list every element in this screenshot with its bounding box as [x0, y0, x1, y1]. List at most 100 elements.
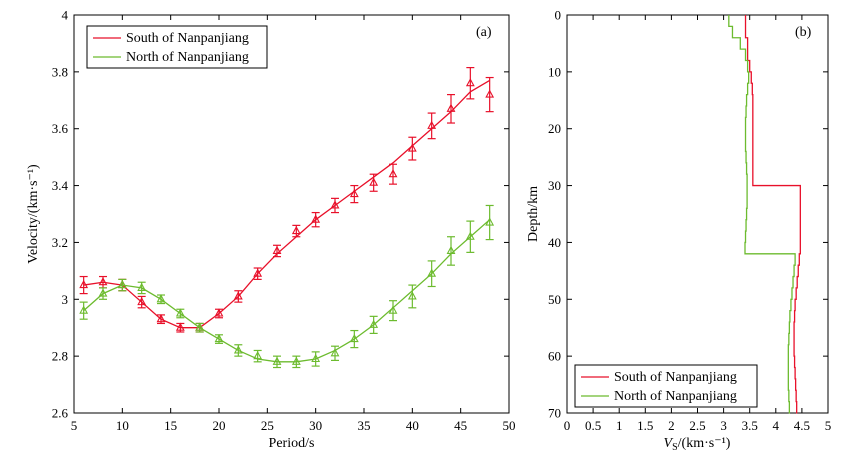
chart-a-south-marker [253, 268, 263, 277]
chart-a-north-point [330, 345, 340, 362]
chart-b-north-profile [728, 15, 796, 414]
chart-b-legend: South of Nanpanjiang North of Nanpanjian… [574, 364, 758, 408]
chart-a-south-marker [427, 120, 437, 129]
chart-a-north-marker [311, 353, 321, 363]
chart-a-north-marker [272, 356, 282, 365]
chart-a-south-marker [446, 103, 456, 112]
chart-b-data [728, 15, 801, 414]
chart-a-south-marker [175, 322, 185, 331]
chart-a-x-ticks: 5 10 15 20 25 30 35 40 45 50 [71, 15, 516, 433]
chart-a-south-point [427, 112, 437, 140]
chart-b-legend-south-label: South of Nanpanjiang [614, 370, 737, 385]
chart-a-south-point [233, 290, 243, 303]
chart-a-north-marker [291, 356, 301, 365]
chart-a-south-point [485, 76, 495, 113]
chart-a-south-point [465, 66, 475, 100]
chart-a-north-line [83, 219, 491, 363]
chart-a-north-point [137, 281, 147, 295]
chart-a-north-point [349, 329, 359, 349]
chart-a-x-tick-label: 10 [116, 418, 129, 433]
chart-b-x-label-main: V [664, 436, 674, 451]
chart-a-north-marker [485, 217, 495, 226]
chart-b-y-tick-label: 50 [548, 292, 561, 307]
chart-a-panel-label: (a) [476, 25, 492, 40]
chart-a-south-point [291, 224, 301, 238]
chart-a-legend-south-label: South of Nanpanjiang [126, 31, 249, 46]
chart-b-x-tick-label: 3.5 [742, 418, 758, 433]
chart-a-south-point [214, 308, 224, 319]
chart-a-x-tick-label: 25 [261, 418, 274, 433]
chart-b-x-tick-label: 2 [668, 418, 675, 433]
chart-a-south-point [79, 275, 89, 295]
chart-a-south-marker [407, 143, 417, 152]
chart-a-south-marker [214, 308, 224, 317]
chart-b-x-tick-label: 3 [720, 418, 727, 433]
chart-a-south-point [407, 136, 417, 161]
chart-b-x-tick-label: 4.5 [794, 418, 810, 433]
chart-a-north-point [427, 260, 437, 288]
chart-a-north-marker [253, 350, 263, 360]
chart-a-legend-box [86, 25, 268, 69]
chart-b-y-label: Depth/km [526, 186, 541, 242]
chart-a-y-tick-label: 2.6 [52, 406, 69, 421]
chart-a-north-point [253, 349, 263, 363]
chart-a-south-point [388, 163, 398, 185]
chart-a-x-tick-label: 5 [71, 418, 78, 433]
chart-a-legend-north-label: North of Nanpanjiang [126, 50, 249, 65]
chart-a-y-label: Velocity/(km·s⁻¹) [26, 164, 41, 264]
chart-a-north-point [117, 278, 127, 292]
chart-a-north-marker [369, 319, 379, 328]
chart-a-south-marker [465, 78, 475, 87]
chart-a-south-marker [137, 296, 147, 306]
chart-a-north-point [233, 344, 243, 357]
chart-a-north-marker [175, 308, 185, 317]
chart-a-y-tick-label: 3.8 [52, 64, 68, 79]
chart-a-north-marker [79, 305, 89, 314]
chart-a-x-tick-label: 15 [164, 418, 177, 433]
chart-a-north-marker [195, 322, 205, 331]
chart-b-south-profile [744, 15, 801, 414]
chart-a-north-marker [156, 294, 166, 303]
chart-b-x-tick-label: 1 [616, 418, 623, 433]
chart-a-x-tick-label: 30 [309, 418, 322, 433]
chart-a-south-point [137, 295, 147, 309]
chart-a-south-marker [349, 188, 359, 198]
chart-a-south-marker [291, 225, 301, 235]
chart-a-x-tick-label: 50 [503, 418, 516, 433]
chart-a-south-point [311, 211, 321, 228]
chart-b-legend-north-label: North of Nanpanjiang [614, 389, 737, 404]
chart-a-north-point [407, 284, 417, 309]
chart-b-y-ticks: 0 10 20 30 40 50 60 70 [548, 8, 828, 421]
chart-b-y-tick-label: 20 [548, 121, 561, 136]
chart-a-north-marker [117, 279, 127, 289]
chart-a-north-marker [349, 333, 359, 343]
chart-a-x-label: Period/s [269, 436, 315, 451]
chart-a-north-point [369, 315, 379, 334]
chart-b-x-tick-label: 1.5 [637, 418, 653, 433]
chart-b-x-tick-label: 0 [564, 418, 571, 433]
chart-a-y-tick-label: 4 [62, 8, 69, 23]
chart-a-north-point [446, 236, 456, 266]
chart-b-x-tick-label: 2.5 [689, 418, 705, 433]
chart-b-x-tick-label: 0.5 [585, 418, 601, 433]
chart-a-south-marker [79, 279, 89, 289]
chart-a-x-tick-label: 35 [358, 418, 371, 433]
chart-b-x-label-rest: /(km·s⁻¹) [678, 436, 731, 451]
chart-a-y-ticks: 2.6 2.8 3 3.2 3.4 3.6 3.8 4 [52, 8, 509, 421]
chart-b-y-tick-label: 40 [548, 235, 561, 250]
chart-a-north-point [485, 204, 495, 241]
chart-a-y-tick-label: 3.2 [52, 235, 68, 250]
chart-a-south-marker [485, 89, 495, 98]
chart-b-y-tick-label: 30 [548, 178, 561, 193]
chart-a-north-point [311, 351, 321, 367]
chart-a-south-marker [388, 169, 398, 178]
chart-a-south-marker [156, 314, 166, 323]
chart-a-north-marker [427, 268, 437, 277]
chart-a: 5 10 15 20 25 30 35 40 45 50 2.6 2.8 3 3.2 3.4 3.6 3.8 4… [26, 8, 516, 452]
chart-a-data [79, 66, 495, 369]
chart-a-north-point [156, 294, 166, 305]
chart-a-north-point [214, 333, 224, 344]
chart-a-south-point [272, 244, 282, 258]
chart-b-legend-box [574, 364, 758, 408]
